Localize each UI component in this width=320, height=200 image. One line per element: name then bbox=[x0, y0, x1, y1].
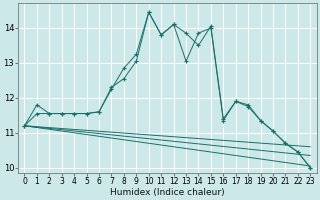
X-axis label: Humidex (Indice chaleur): Humidex (Indice chaleur) bbox=[110, 188, 225, 197]
